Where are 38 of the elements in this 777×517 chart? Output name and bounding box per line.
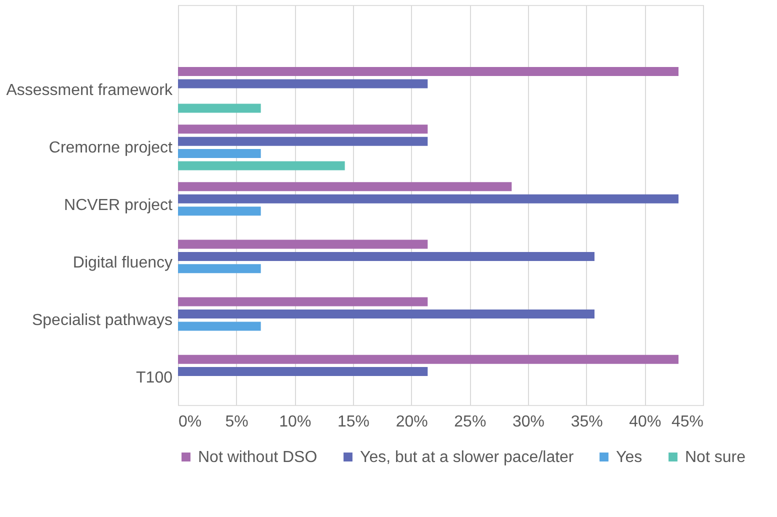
bar	[178, 79, 428, 88]
x-tick-label: 0%	[178, 414, 202, 430]
x-tick-label: 25%	[454, 414, 486, 430]
bar	[178, 240, 428, 249]
y-tick-label: Digital fluency	[72, 254, 172, 272]
bar	[178, 194, 678, 204]
bar	[178, 182, 512, 192]
x-tick-label: 40%	[629, 414, 662, 430]
y-tick-label: Cremorne project	[48, 139, 174, 156]
x-tick-label: 20%	[396, 414, 428, 430]
bar	[178, 149, 261, 158]
x-tick-label: 45%	[671, 414, 704, 430]
bar	[178, 354, 678, 364]
x-tick-label: 5%	[225, 414, 248, 430]
bar	[178, 322, 261, 331]
legend-label: Not without DSO	[198, 449, 318, 466]
bar	[178, 309, 594, 318]
legend-label: Yes	[616, 449, 642, 466]
bar	[178, 252, 594, 261]
x-tick-label: 35%	[570, 414, 603, 430]
bar	[178, 264, 261, 274]
legend-label: Yes, but at a slower pace/later	[360, 449, 574, 466]
y-tick-label: T100	[136, 370, 173, 387]
legend-label: Not sure	[685, 449, 746, 466]
x-tick-label: 30%	[512, 414, 545, 430]
bar	[178, 124, 428, 134]
x-tick-label: 15%	[337, 414, 370, 430]
x-tick-label: 10%	[279, 414, 312, 430]
bar	[178, 206, 261, 216]
y-tick-label: Specialist pathways	[32, 312, 172, 330]
y-tick-label: NCVER project	[64, 197, 174, 214]
bar	[178, 367, 428, 376]
bar	[178, 104, 261, 113]
bar	[178, 161, 345, 170]
bar	[178, 297, 428, 306]
bar	[178, 136, 428, 146]
y-tick-label: Assessment framework	[6, 82, 174, 99]
bar	[178, 67, 678, 76]
